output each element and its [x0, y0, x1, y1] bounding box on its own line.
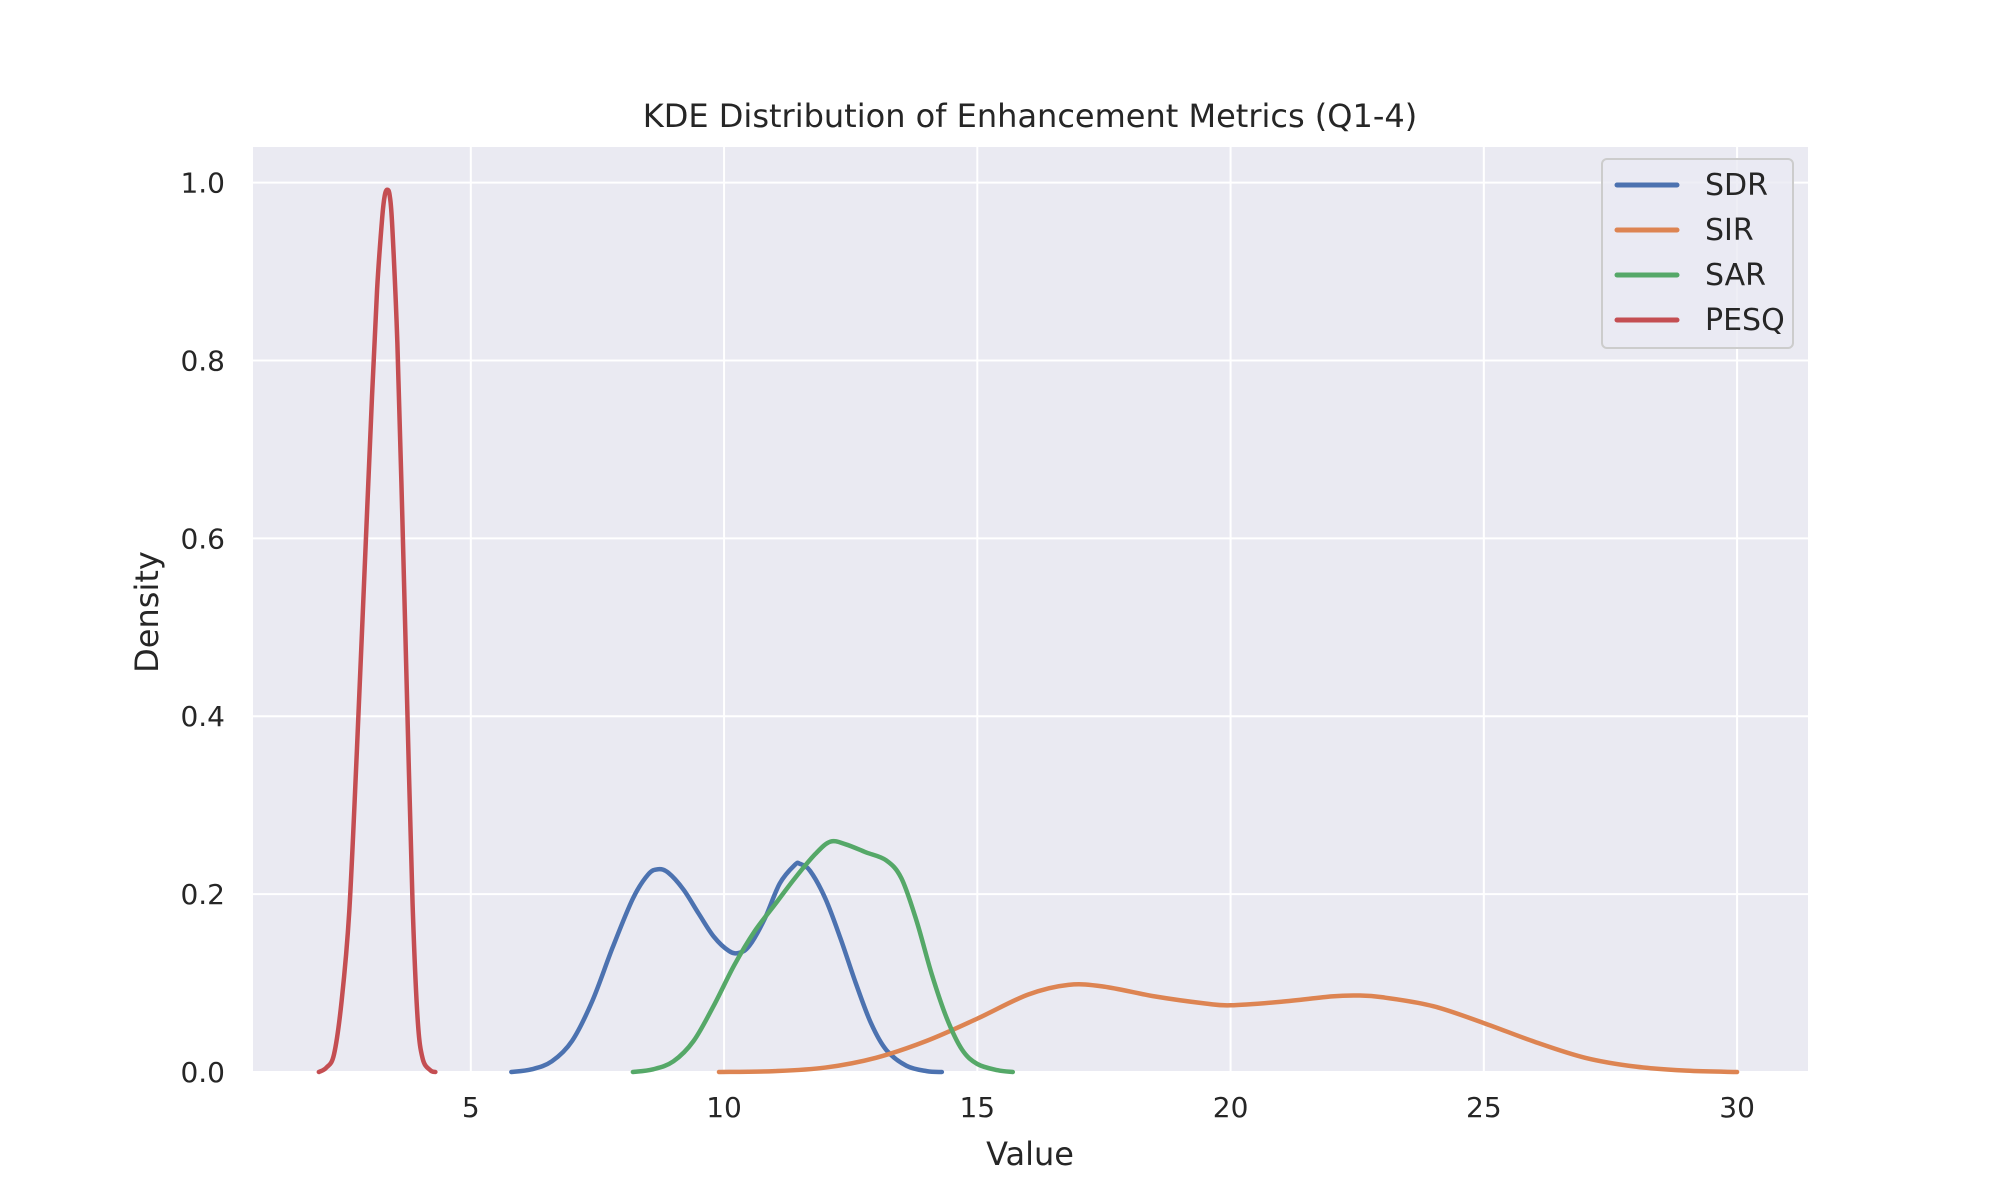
series-lines: [316, 187, 1740, 1075]
x-tick-label: 30: [1719, 1091, 1755, 1124]
legend-frame: [1601, 158, 1794, 349]
y-tick-label: 0.4: [180, 700, 225, 733]
x-tick-label: 20: [1213, 1091, 1249, 1124]
legend-label-sir: SIR: [1705, 213, 1754, 248]
series-line-sar: [630, 838, 1016, 1075]
y-tick-label: 0.6: [180, 522, 225, 555]
legend-label-sar: SAR: [1705, 258, 1766, 293]
y-axis-label: Density: [128, 551, 166, 673]
chart-title: KDE Distribution of Enhancement Metrics …: [643, 97, 1417, 135]
y-tick-label: 0.2: [180, 878, 225, 911]
y-tick-label: 1.0: [180, 167, 225, 200]
x-tick-label: 15: [959, 1091, 995, 1124]
legend-label-sdr: SDR: [1705, 168, 1768, 203]
legend: SDR SIR SAR PESQ: [1601, 158, 1794, 349]
x-axis-label: Value: [986, 1135, 1074, 1173]
legend-label-pesq: PESQ: [1705, 303, 1785, 338]
x-tick-label: 25: [1466, 1091, 1502, 1124]
y-tick-label: 0.8: [180, 344, 225, 377]
plot-area: [253, 147, 1808, 1072]
y-tick-label: 0.0: [180, 1056, 225, 1089]
series-line-pesq: [316, 187, 438, 1075]
tick-labels: 5 10 15 20 25 30 0.0 0.2 0.4 0.6 0.8 1.0: [180, 167, 1754, 1124]
series-line-sir: [716, 982, 1740, 1075]
x-tick-label: 10: [706, 1091, 742, 1124]
x-tick-label: 5: [462, 1091, 480, 1124]
